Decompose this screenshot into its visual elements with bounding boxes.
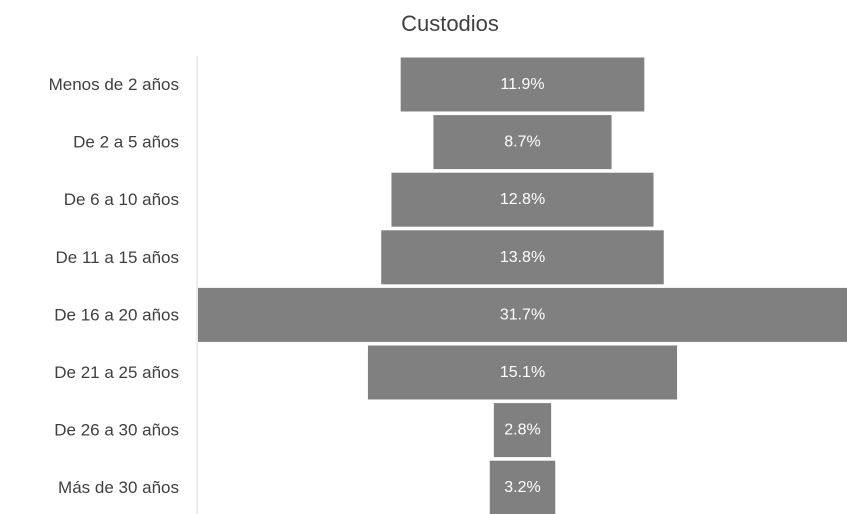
category-label: De 26 a 30 años [54,421,179,440]
bar [391,172,654,227]
bar [489,460,556,514]
bar-value-label: 31.7% [500,306,545,323]
category-label: De 11 a 15 años [56,248,180,267]
bar-value-label: 13.8% [500,249,545,266]
category-label: De 2 a 5 años [73,133,179,152]
bar [367,345,678,400]
chart-title: Custodios [401,11,499,36]
bar-value-label: 3.2% [504,479,540,496]
category-label: De 6 a 10 años [64,190,179,209]
bar-value-label: 8.7% [504,134,540,151]
category-label: Más de 30 años [58,478,179,497]
category-label: De 21 a 25 años [54,363,179,382]
category-label: Menos de 2 años [49,75,179,94]
category-label: De 16 a 20 años [54,305,179,324]
bar-value-label: 12.8% [500,191,545,208]
bar [381,230,664,285]
value-labels-group: 11.9% 8.7% 12.8% 13.8% 31.7% 15.1% 2.8% 3.2% [500,76,545,496]
bar-value-label: 15.1% [500,364,545,381]
bars-group [198,57,847,514]
bar [400,57,645,112]
category-labels-group: Menos de 2 años De 2 a 5 años De 6 a 10 añ… [49,75,179,497]
bar [493,403,552,458]
bar-value-label: 11.9% [500,76,544,93]
bar [433,115,612,170]
bar-value-label: 2.8% [504,422,540,439]
bar [198,287,847,342]
